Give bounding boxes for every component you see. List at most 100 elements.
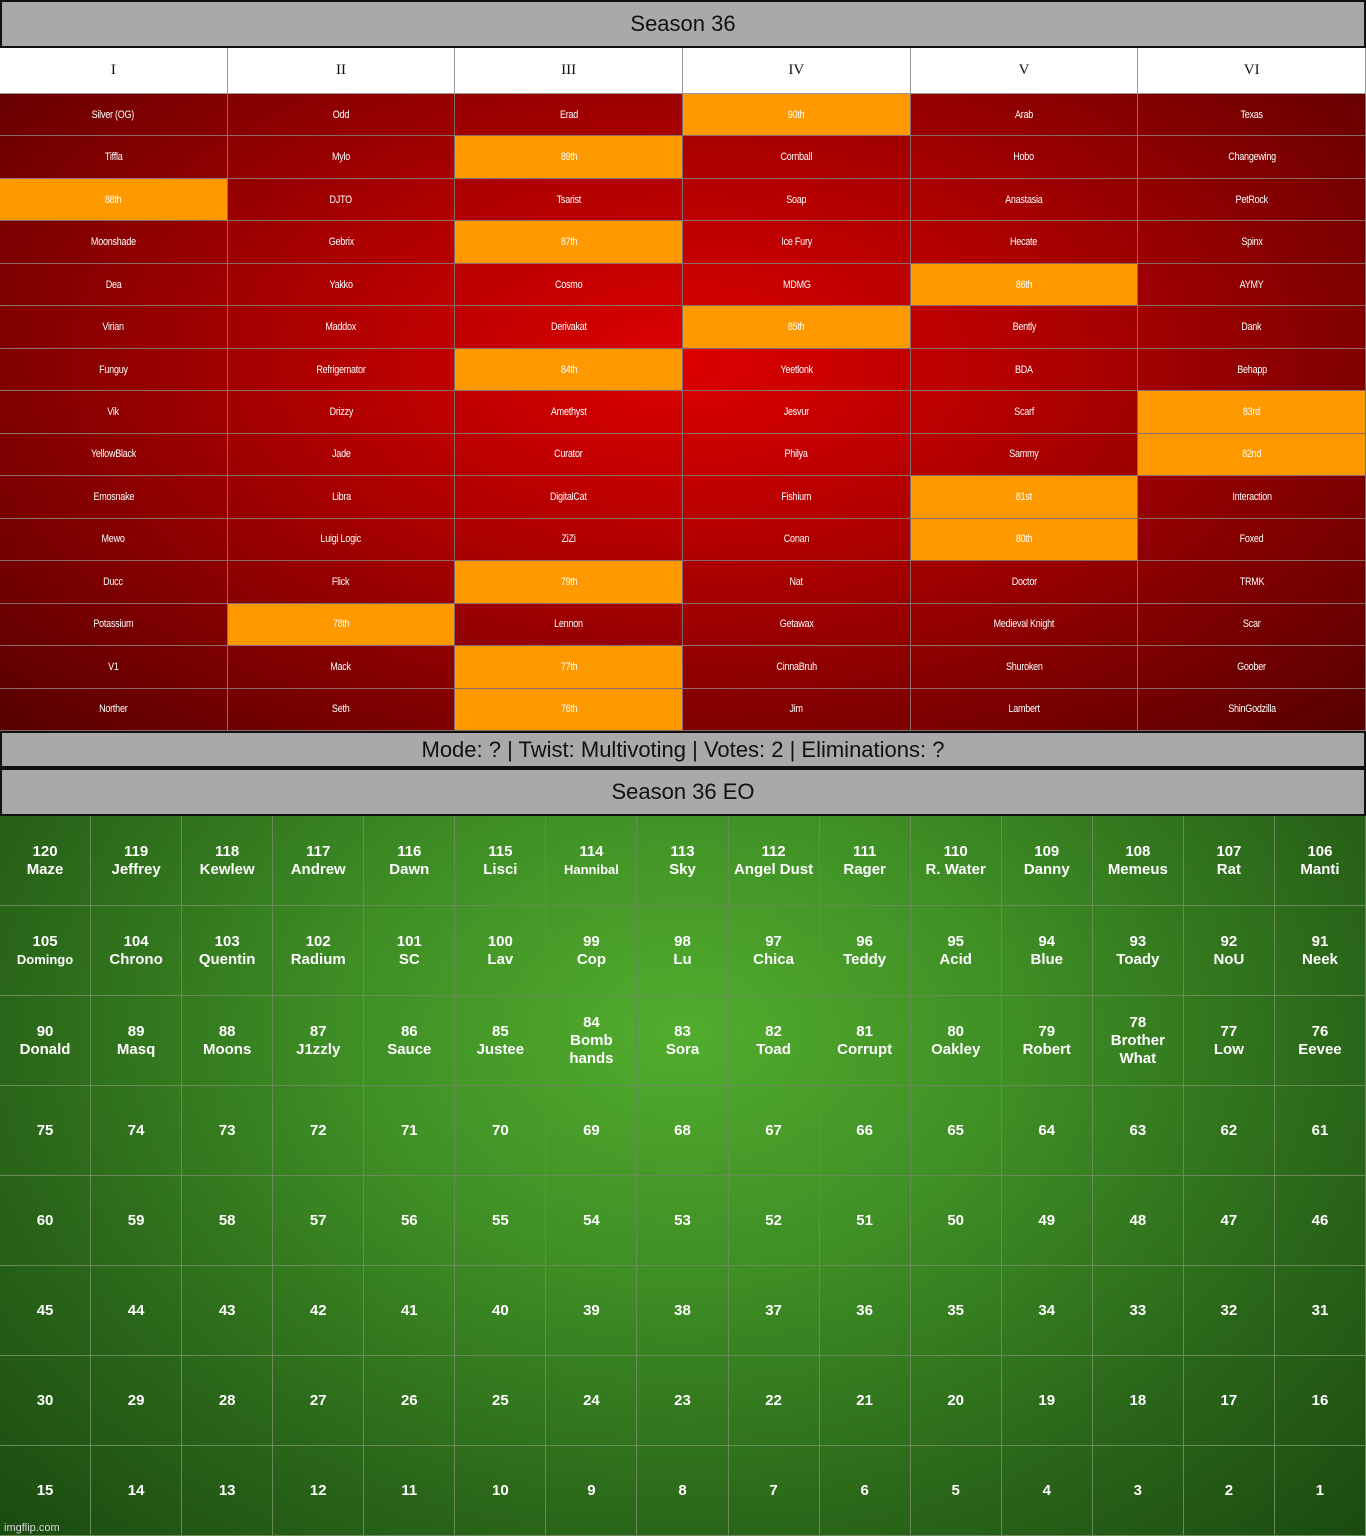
- contestant-cell: Yakko: [227, 263, 456, 307]
- watermark: imgflip.com: [4, 1522, 60, 1534]
- eo-rank: 112: [761, 842, 786, 860]
- eo-name: Domingo: [16, 951, 74, 967]
- eo-name: Moons: [202, 1040, 252, 1058]
- eo-rank: 89: [127, 1022, 145, 1040]
- cell-label: 76th: [560, 703, 577, 716]
- eo-rank: 113: [670, 842, 695, 860]
- contestant-cell: TRMK: [1138, 561, 1366, 604]
- cell-label: Fishium: [781, 490, 812, 503]
- eo-name: Rager: [843, 860, 886, 878]
- cell-label: Maddox: [325, 321, 357, 334]
- contestant-cell: Jim: [683, 688, 911, 731]
- cell-label: Funguy: [99, 363, 128, 376]
- eo-cell: 2: [1183, 1446, 1275, 1536]
- placement-cell: 83rd: [1138, 391, 1366, 434]
- eo-rank: 92: [1220, 932, 1238, 950]
- eo-name: Memeus: [1107, 860, 1168, 878]
- cell-label: Lennon: [554, 618, 583, 631]
- eo-cell: 118 Kewlew: [182, 816, 274, 906]
- eo-rank: 20: [947, 1391, 965, 1409]
- eo-cell: 98 Lu: [637, 906, 729, 996]
- contestant-cell: Dea: [0, 263, 228, 307]
- eo-rank: 68: [674, 1121, 691, 1139]
- eo-cell: 26: [364, 1356, 456, 1446]
- contestant-cell: Tsarist: [455, 178, 683, 222]
- eo-name: Justee: [476, 1040, 525, 1058]
- column-header: III: [455, 48, 683, 94]
- eo-rank: 55: [492, 1211, 509, 1229]
- eo-cell: 72: [273, 1086, 365, 1176]
- contestant-cell: YellowBlack: [0, 433, 228, 477]
- eo-rank: 88: [218, 1022, 236, 1040]
- eo-cell: 7: [728, 1446, 820, 1536]
- cell-label: DigitalCat: [550, 490, 587, 503]
- eo-cell: 108 Memeus: [1092, 816, 1184, 906]
- cell-label: Ducc: [103, 575, 124, 588]
- eo-cell: 52: [728, 1176, 820, 1266]
- contestant-cell: Ice Fury: [683, 221, 911, 264]
- eo-rank: 6: [860, 1481, 869, 1499]
- cell-label: 83rd: [1243, 405, 1261, 418]
- eo-rank: 15: [36, 1481, 54, 1499]
- eo-name: Acid: [939, 950, 972, 968]
- placement-cell: 81st: [910, 476, 1139, 519]
- eo-rank: 106: [1307, 842, 1333, 860]
- eo-name: Quentin: [198, 950, 256, 968]
- eo-rank: 49: [1038, 1211, 1056, 1229]
- eo-cell: 11: [364, 1446, 456, 1536]
- eo-cell: 9: [546, 1446, 638, 1536]
- eo-cell: 96 Teddy: [819, 906, 911, 996]
- cell-label: Anastasia: [1005, 193, 1043, 206]
- eo-rank: 102: [305, 932, 331, 950]
- cell-label: 89th: [560, 151, 577, 164]
- mode-line: Mode: ? | Twist: Multivoting | Votes: 2 …: [421, 736, 945, 762]
- contestant-cell: Behapp: [1138, 348, 1366, 392]
- contestant-cell: Jade: [227, 433, 456, 477]
- cell-label: Mylo: [331, 151, 351, 164]
- eo-rank: 86: [400, 1022, 418, 1040]
- cell-label: Emosnake: [92, 490, 134, 503]
- contestant-cell: Fishium: [683, 476, 911, 519]
- eo-cell: 73: [182, 1086, 274, 1176]
- contestant-cell: Norther: [0, 688, 228, 731]
- eo-rank: 41: [400, 1301, 418, 1319]
- contestant-cell: Luigi Logic: [227, 518, 456, 562]
- eo-rank: 26: [400, 1391, 418, 1409]
- eo-rank: 10: [492, 1481, 509, 1499]
- cell-label: Conan: [783, 533, 810, 546]
- eo-cell: 67: [728, 1086, 820, 1176]
- eo-cell: 36: [819, 1266, 911, 1356]
- eo-cell: 62: [1183, 1086, 1275, 1176]
- eo-rank: 99: [583, 932, 600, 950]
- eo-rank: 18: [1129, 1391, 1147, 1409]
- contestant-cell: Sammy: [910, 433, 1139, 477]
- cell-label: Potassium: [93, 618, 134, 631]
- cell-label: Changewing: [1227, 151, 1276, 164]
- eo-rank: 108: [1125, 842, 1151, 860]
- eo-rank: 22: [765, 1391, 782, 1409]
- eo-rank: 114: [579, 842, 604, 860]
- cell-label: Norther: [99, 703, 128, 716]
- placement-cell: 77th: [455, 646, 683, 689]
- cell-label: 85th: [788, 321, 805, 334]
- column-header: IV: [683, 48, 911, 94]
- eo-rank: 11: [401, 1481, 418, 1499]
- eo-name: Blue: [1030, 950, 1064, 968]
- eo-rank: 12: [309, 1481, 327, 1499]
- eo-name: Robert: [1022, 1040, 1071, 1058]
- cell-label: Jesvur: [783, 405, 809, 418]
- eo-rank: 53: [674, 1211, 691, 1229]
- eo-name: R. Water: [925, 860, 986, 878]
- eo-cell: 89 Masq: [91, 996, 183, 1086]
- cell-label: Interaction: [1231, 490, 1272, 503]
- eo-name: Eevee: [1298, 1040, 1342, 1058]
- eo-rank: 57: [309, 1211, 327, 1229]
- eo-cell: 83 Sora: [637, 996, 729, 1086]
- eo-cell: 94 Blue: [1001, 906, 1093, 996]
- eo-cell: 19: [1001, 1356, 1093, 1446]
- eo-cell: 111 Rager: [819, 816, 911, 906]
- contestant-cell: Philya: [683, 433, 911, 477]
- eo-rank: 96: [856, 932, 873, 950]
- contestant-cell: Seth: [227, 688, 456, 731]
- eo-cell: 45: [0, 1266, 92, 1356]
